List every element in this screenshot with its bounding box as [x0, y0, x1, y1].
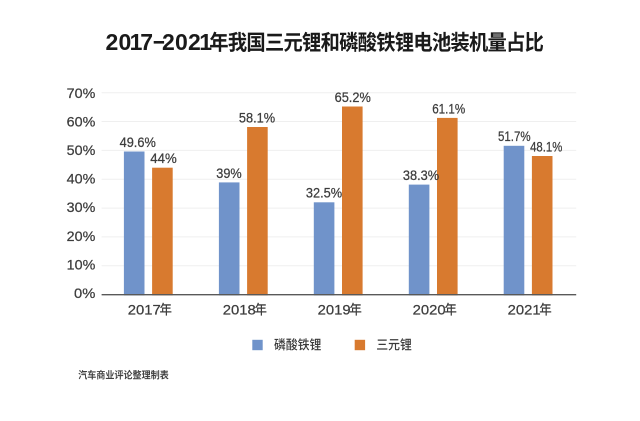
- svg-text:39%: 39%: [216, 165, 241, 181]
- svg-text:32.5%: 32.5%: [306, 185, 342, 201]
- svg-text:0%: 0%: [74, 285, 95, 301]
- svg-text:61.1%: 61.1%: [432, 100, 465, 116]
- svg-text:58.1%: 58.1%: [239, 109, 275, 125]
- svg-text:70%: 70%: [67, 85, 96, 101]
- svg-text:2018: 2018: [223, 302, 256, 318]
- svg-text:10%: 10%: [67, 257, 96, 273]
- svg-text:48.1%: 48.1%: [530, 138, 562, 154]
- svg-text:2017: 2017: [128, 302, 161, 318]
- svg-text:60%: 60%: [67, 113, 96, 129]
- svg-text:44%: 44%: [150, 150, 177, 166]
- svg-text:51.7%: 51.7%: [498, 128, 531, 144]
- svg-text:2020: 2020: [413, 302, 446, 318]
- svg-text:49.6%: 49.6%: [120, 134, 156, 150]
- svg-text:40%: 40%: [67, 171, 96, 187]
- svg-text:50%: 50%: [67, 142, 96, 158]
- svg-text:65.2%: 65.2%: [335, 89, 371, 105]
- svg-text:30%: 30%: [67, 199, 96, 215]
- svg-text:2021: 2021: [508, 302, 541, 318]
- svg-text:2019: 2019: [318, 302, 351, 318]
- svg-text:20%: 20%: [67, 228, 96, 244]
- svg-text:38.3%: 38.3%: [403, 167, 439, 183]
